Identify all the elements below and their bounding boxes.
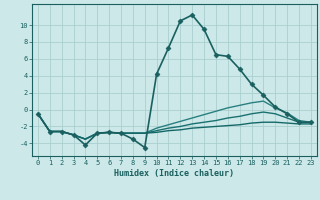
- X-axis label: Humidex (Indice chaleur): Humidex (Indice chaleur): [115, 169, 234, 178]
